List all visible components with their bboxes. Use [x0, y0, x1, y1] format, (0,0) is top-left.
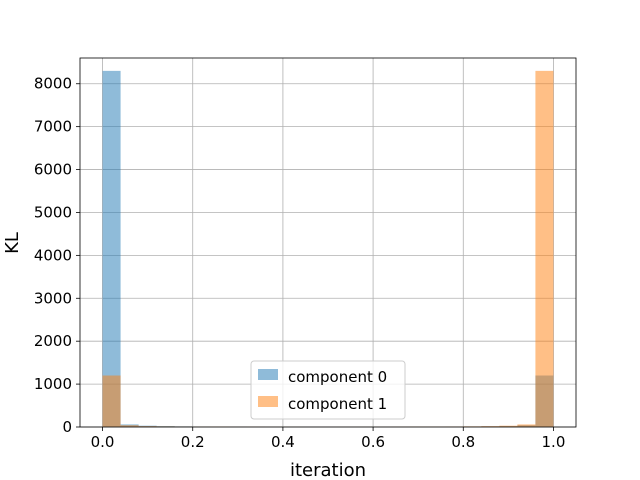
y-tick-label: 6000 [34, 161, 72, 179]
y-tick-label: 0 [62, 418, 72, 436]
y-tick-label: 1000 [34, 375, 72, 393]
legend-swatch-component-1 [258, 396, 278, 407]
y-tick-label: 2000 [34, 332, 72, 350]
legend-label-component-0: component 0 [288, 368, 387, 386]
y-tick-label: 3000 [34, 289, 72, 307]
bar-component-0 [102, 70, 121, 427]
plot-frame [79, 57, 577, 428]
y-tick-label: 8000 [34, 75, 72, 93]
axis-ticks: 0.0 0.2 0.4 0.6 0.8 1.0 0 1000 2000 3000 4000 5000 6… [34, 75, 566, 451]
x-tick-label: 0.8 [451, 433, 475, 451]
legend-label-component-1: component 1 [288, 395, 387, 413]
bar-component-1 [120, 425, 139, 427]
bar-component-1 [499, 425, 518, 427]
y-axis-label: KL [2, 232, 23, 254]
bar-component-1 [517, 424, 536, 427]
gridlines [80, 58, 576, 428]
y-tick-label: 4000 [34, 246, 72, 264]
bar-component-1 [481, 426, 500, 427]
x-tick-label: 1.0 [542, 433, 566, 451]
bar-component-1 [138, 426, 157, 427]
bar-component-1 [102, 375, 121, 427]
y-tick-label: 7000 [34, 118, 72, 136]
y-tick-label: 5000 [34, 203, 72, 221]
legend: component 0 component 1 [250, 360, 406, 420]
x-axis-label: iteration [290, 460, 366, 480]
legend-swatch-component-0 [258, 369, 278, 380]
x-tick-label: 0.2 [181, 433, 205, 451]
x-tick-label: 0.4 [271, 433, 295, 451]
x-tick-label: 0.6 [361, 433, 385, 451]
legend-box [250, 360, 406, 420]
x-tick-label: 0.0 [91, 433, 115, 451]
bar-component-1 [535, 70, 554, 427]
